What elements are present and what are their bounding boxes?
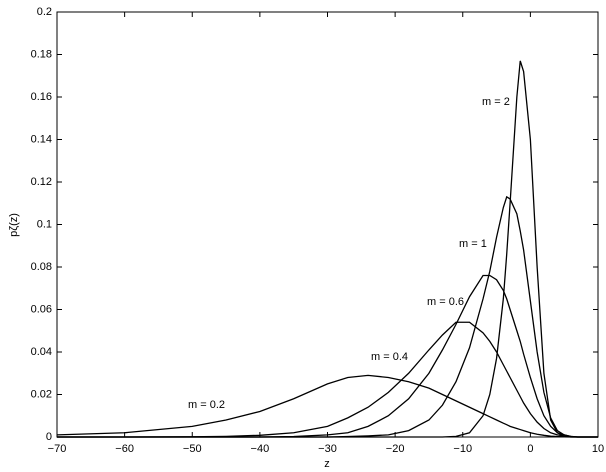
series-line (57, 60, 598, 438)
x-tick-label: −30 (318, 443, 337, 455)
y-tick-label: 0.1 (37, 218, 52, 230)
series-label: m = 2 (482, 96, 510, 108)
x-tick-label: −20 (386, 443, 405, 455)
y-tick-label: 0.02 (31, 388, 52, 400)
series-line (56, 374, 598, 438)
series-line (57, 274, 598, 438)
y-tick-label: 0.12 (31, 176, 52, 188)
y-tick-label: 0.06 (31, 303, 52, 315)
x-tick-label: −40 (251, 443, 270, 455)
y-axis-label: pζ(z) (8, 213, 20, 237)
series-line (57, 321, 598, 438)
plot-frame (56, 11, 599, 438)
x-tick-label: 10 (592, 443, 604, 455)
x-tick-label: −70 (48, 443, 67, 455)
y-tick-label: 0.14 (31, 133, 52, 145)
series-label: m = 0.4 (371, 351, 408, 363)
y-tick-label: 0.04 (31, 346, 52, 358)
y-tick-label: 0.16 (31, 91, 52, 103)
x-tick-label: 0 (527, 443, 533, 455)
x-tick-label: −50 (183, 443, 202, 455)
x-tick-label: −10 (453, 443, 472, 455)
x-axis-label: z (324, 458, 330, 470)
series-label: m = 1 (459, 238, 487, 250)
y-tick-label: 0.2 (37, 6, 52, 18)
y-tick-label: 0.08 (31, 261, 52, 273)
x-tick-label: −60 (115, 443, 134, 455)
y-tick-label: 0.18 (31, 48, 52, 60)
series-label: m = 0.2 (188, 399, 225, 411)
series-line (57, 195, 598, 438)
series-label: m = 0.6 (427, 296, 464, 308)
y-tick-label: 0 (46, 431, 52, 443)
